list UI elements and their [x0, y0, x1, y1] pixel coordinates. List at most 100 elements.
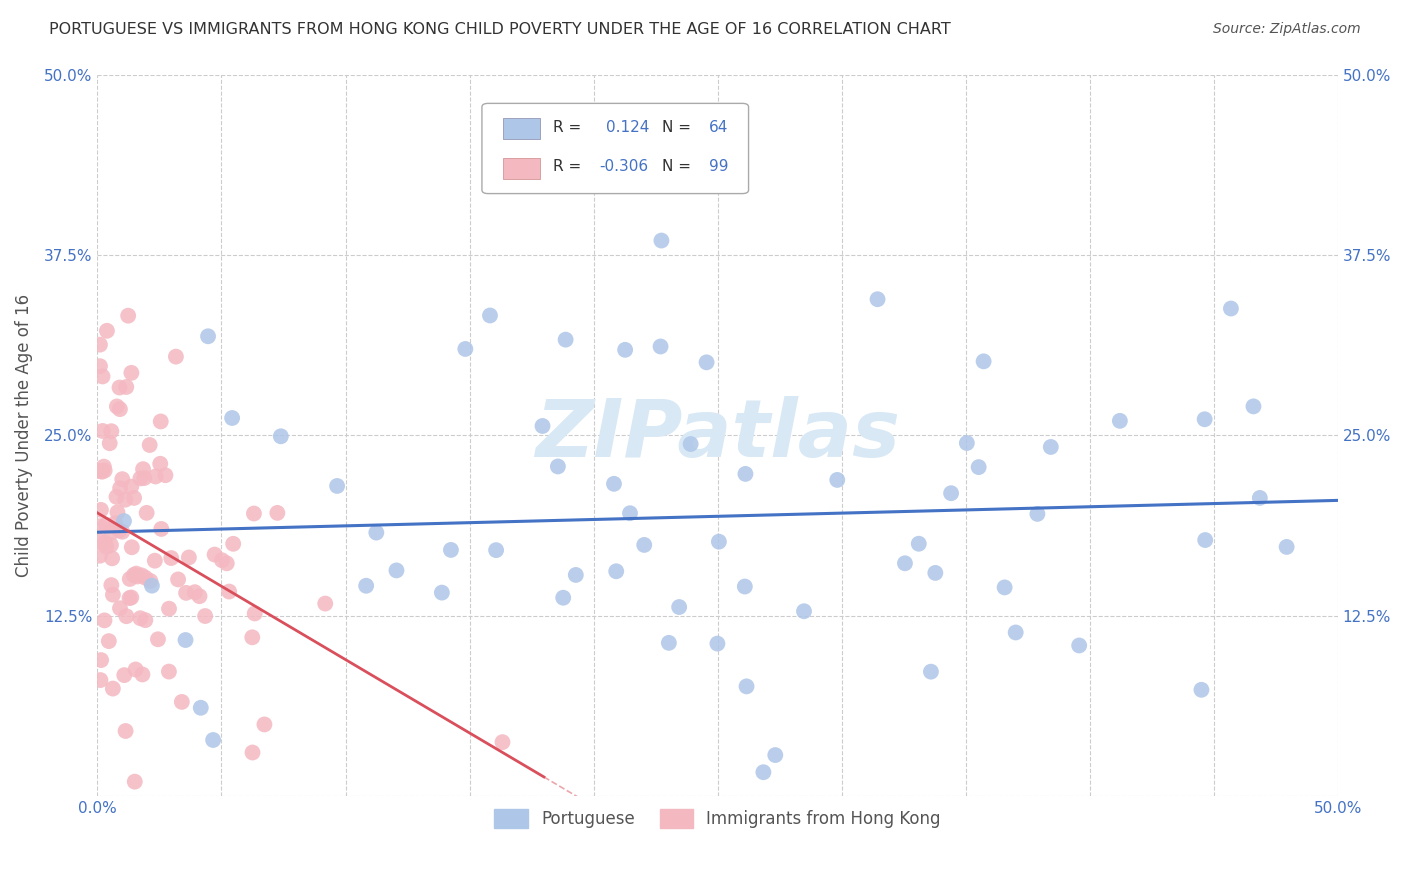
Point — [89, 359, 111, 374]
Point — [485, 543, 508, 558]
Text: 64: 64 — [709, 120, 728, 135]
Point — [215, 557, 238, 571]
Bar — [503, 158, 540, 179]
Point — [96, 324, 118, 338]
Point — [430, 585, 453, 599]
Point — [129, 471, 152, 485]
Point — [240, 630, 263, 644]
Point — [793, 604, 815, 618]
Point — [894, 556, 917, 570]
Point — [122, 568, 145, 582]
Point — [91, 369, 114, 384]
Point — [1243, 400, 1265, 414]
Point — [1275, 540, 1298, 554]
Point — [114, 724, 136, 739]
Point — [565, 568, 588, 582]
Point — [668, 600, 690, 615]
Point — [326, 479, 349, 493]
Point — [194, 609, 217, 624]
Point — [650, 339, 672, 353]
Point — [101, 681, 124, 696]
Point — [547, 459, 569, 474]
Point — [967, 460, 990, 475]
Point — [266, 506, 288, 520]
Point — [440, 543, 463, 558]
Point — [89, 534, 111, 549]
Point — [89, 337, 111, 351]
Point — [120, 591, 142, 605]
Point — [100, 525, 122, 540]
Point — [707, 534, 730, 549]
Point — [90, 503, 112, 517]
Point — [101, 588, 124, 602]
Point — [454, 342, 477, 356]
Text: N =: N = — [662, 120, 690, 135]
Y-axis label: Child Poverty Under the Age of 16: Child Poverty Under the Age of 16 — [15, 293, 32, 577]
Point — [134, 571, 156, 585]
Point — [94, 517, 117, 532]
Point — [118, 591, 141, 606]
Point — [1219, 301, 1241, 316]
Point — [146, 632, 169, 647]
Point — [138, 438, 160, 452]
Point — [270, 429, 292, 443]
Point — [735, 679, 758, 693]
Point — [89, 464, 111, 478]
Point — [211, 553, 233, 567]
Point — [752, 765, 775, 780]
Text: N =: N = — [662, 159, 690, 174]
Point — [117, 309, 139, 323]
Point — [89, 519, 111, 533]
Point — [165, 350, 187, 364]
Point — [614, 343, 637, 357]
Point — [141, 579, 163, 593]
Point — [150, 522, 173, 536]
Point — [1108, 414, 1130, 428]
Point — [105, 490, 128, 504]
Text: ZIPatlas: ZIPatlas — [536, 396, 900, 475]
Point — [314, 597, 336, 611]
Point — [125, 566, 148, 581]
Point — [93, 459, 115, 474]
Text: Source: ZipAtlas.com: Source: ZipAtlas.com — [1213, 22, 1361, 37]
Point — [202, 733, 225, 747]
Text: R =: R = — [553, 120, 581, 135]
Point — [243, 607, 266, 621]
Point — [112, 668, 135, 682]
Point — [94, 535, 117, 549]
Point — [157, 601, 180, 615]
Point — [129, 611, 152, 625]
Point — [706, 637, 728, 651]
Point — [91, 465, 114, 479]
Point — [91, 424, 114, 438]
Point — [131, 568, 153, 582]
Point — [553, 591, 575, 605]
Point — [134, 613, 156, 627]
Point — [491, 735, 513, 749]
Point — [143, 554, 166, 568]
Point — [939, 486, 962, 500]
Point — [253, 717, 276, 731]
Point — [1249, 491, 1271, 505]
Text: PORTUGUESE VS IMMIGRANTS FROM HONG KONG CHILD POVERTY UNDER THE AGE OF 16 CORREL: PORTUGUESE VS IMMIGRANTS FROM HONG KONG … — [49, 22, 950, 37]
Point — [100, 578, 122, 592]
Text: -0.306: -0.306 — [600, 159, 648, 174]
Point — [93, 613, 115, 627]
Point — [105, 400, 128, 414]
Point — [149, 457, 172, 471]
Point — [132, 462, 155, 476]
Text: R =: R = — [553, 159, 581, 174]
Point — [108, 402, 131, 417]
Point — [107, 505, 129, 519]
Point — [121, 541, 143, 555]
Point — [104, 516, 127, 531]
Point — [354, 579, 377, 593]
Point — [1194, 412, 1216, 426]
Point — [221, 411, 243, 425]
Point — [920, 665, 942, 679]
Point — [93, 464, 115, 478]
Point — [531, 419, 554, 434]
Point — [167, 573, 190, 587]
Point — [134, 471, 156, 485]
Point — [135, 506, 157, 520]
